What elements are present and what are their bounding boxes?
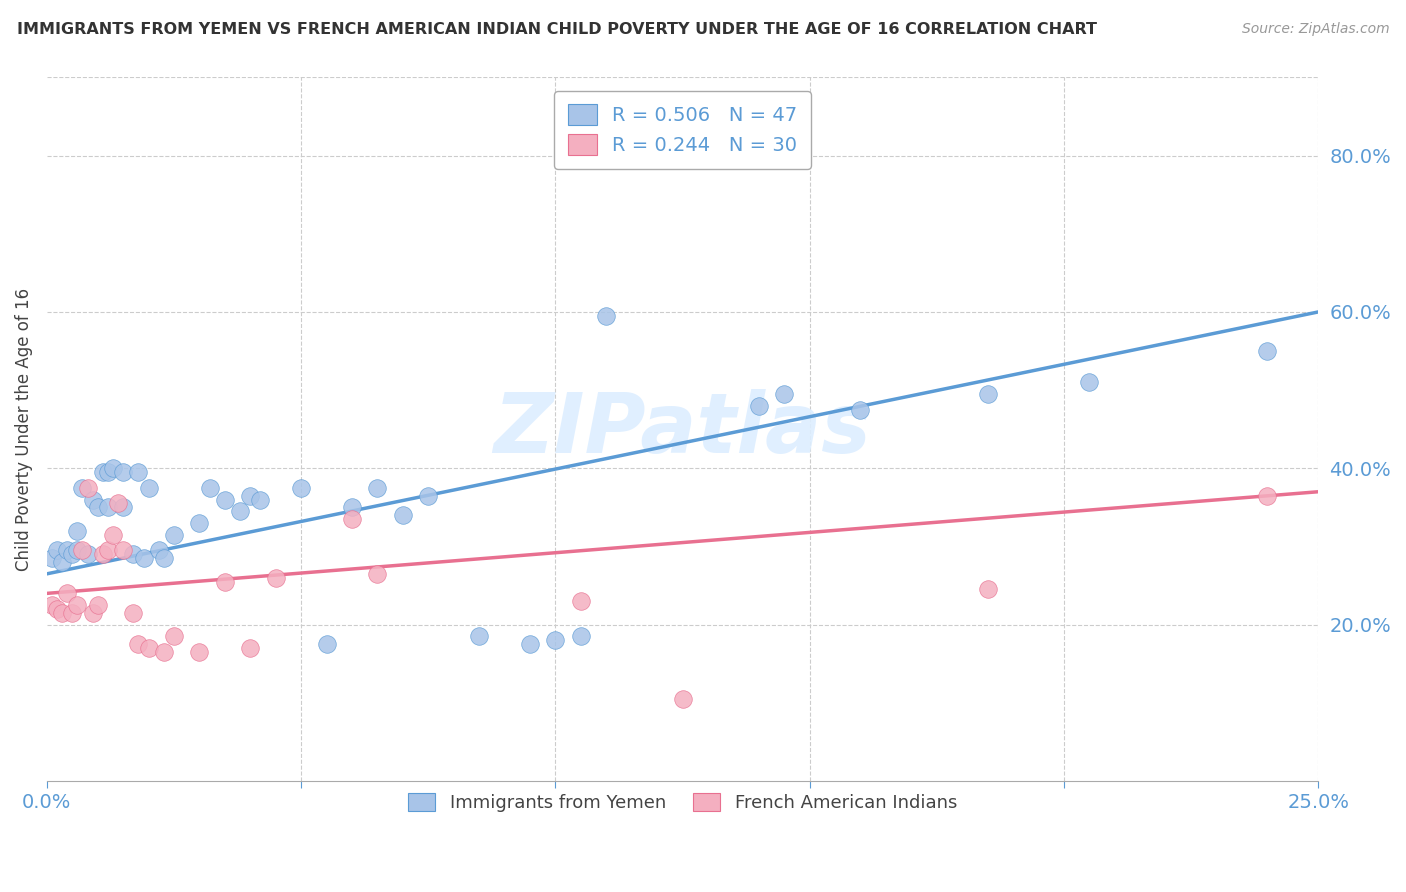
- Point: [46, 602, 69, 616]
- Point: [239, 489, 262, 503]
- Point: [748, 399, 770, 413]
- Point: [72, 481, 94, 495]
- Point: [97, 465, 120, 479]
- Y-axis label: Child Poverty Under the Age of 16: Child Poverty Under the Age of 16: [15, 287, 32, 571]
- Point: [97, 543, 120, 558]
- Point: [56, 586, 79, 600]
- Point: [76, 547, 98, 561]
- Point: [773, 387, 796, 401]
- Point: [51, 555, 73, 569]
- Point: [87, 500, 110, 515]
- Point: [569, 594, 592, 608]
- Point: [138, 641, 160, 656]
- Point: [51, 606, 73, 620]
- Point: [66, 598, 89, 612]
- Point: [1256, 489, 1278, 503]
- Point: [112, 543, 135, 558]
- Point: [72, 543, 94, 558]
- Point: [122, 547, 145, 561]
- Point: [163, 629, 186, 643]
- Point: [101, 527, 124, 541]
- Point: [315, 637, 337, 651]
- Point: [976, 387, 998, 401]
- Point: [264, 571, 287, 585]
- Point: [340, 512, 363, 526]
- Point: [214, 574, 236, 589]
- Text: ZIPatlas: ZIPatlas: [494, 389, 872, 470]
- Point: [60, 606, 83, 620]
- Point: [468, 629, 491, 643]
- Point: [188, 645, 211, 659]
- Point: [569, 629, 592, 643]
- Point: [1256, 344, 1278, 359]
- Point: [392, 508, 415, 523]
- Point: [340, 500, 363, 515]
- Point: [41, 598, 63, 612]
- Point: [91, 465, 114, 479]
- Point: [595, 309, 617, 323]
- Point: [87, 598, 110, 612]
- Point: [127, 465, 149, 479]
- Point: [97, 500, 120, 515]
- Point: [1078, 376, 1101, 390]
- Point: [101, 461, 124, 475]
- Text: Source: ZipAtlas.com: Source: ZipAtlas.com: [1241, 22, 1389, 37]
- Point: [112, 500, 135, 515]
- Point: [671, 692, 693, 706]
- Point: [366, 566, 388, 581]
- Point: [66, 543, 89, 558]
- Point: [153, 551, 176, 566]
- Point: [239, 641, 262, 656]
- Point: [82, 492, 104, 507]
- Point: [188, 516, 211, 530]
- Point: [249, 492, 271, 507]
- Point: [60, 547, 83, 561]
- Point: [198, 481, 221, 495]
- Point: [153, 645, 176, 659]
- Point: [46, 543, 69, 558]
- Point: [112, 465, 135, 479]
- Point: [976, 582, 998, 597]
- Point: [132, 551, 155, 566]
- Point: [544, 633, 567, 648]
- Point: [56, 543, 79, 558]
- Point: [107, 496, 129, 510]
- Point: [148, 543, 170, 558]
- Point: [849, 402, 872, 417]
- Legend: Immigrants from Yemen, French American Indians: Immigrants from Yemen, French American I…: [395, 780, 970, 825]
- Point: [418, 489, 440, 503]
- Point: [229, 504, 252, 518]
- Point: [138, 481, 160, 495]
- Point: [519, 637, 541, 651]
- Point: [127, 637, 149, 651]
- Point: [76, 481, 98, 495]
- Point: [91, 547, 114, 561]
- Point: [163, 527, 186, 541]
- Point: [290, 481, 312, 495]
- Point: [41, 551, 63, 566]
- Point: [366, 481, 388, 495]
- Point: [66, 524, 89, 538]
- Text: IMMIGRANTS FROM YEMEN VS FRENCH AMERICAN INDIAN CHILD POVERTY UNDER THE AGE OF 1: IMMIGRANTS FROM YEMEN VS FRENCH AMERICAN…: [17, 22, 1097, 37]
- Point: [82, 606, 104, 620]
- Point: [122, 606, 145, 620]
- Point: [214, 492, 236, 507]
